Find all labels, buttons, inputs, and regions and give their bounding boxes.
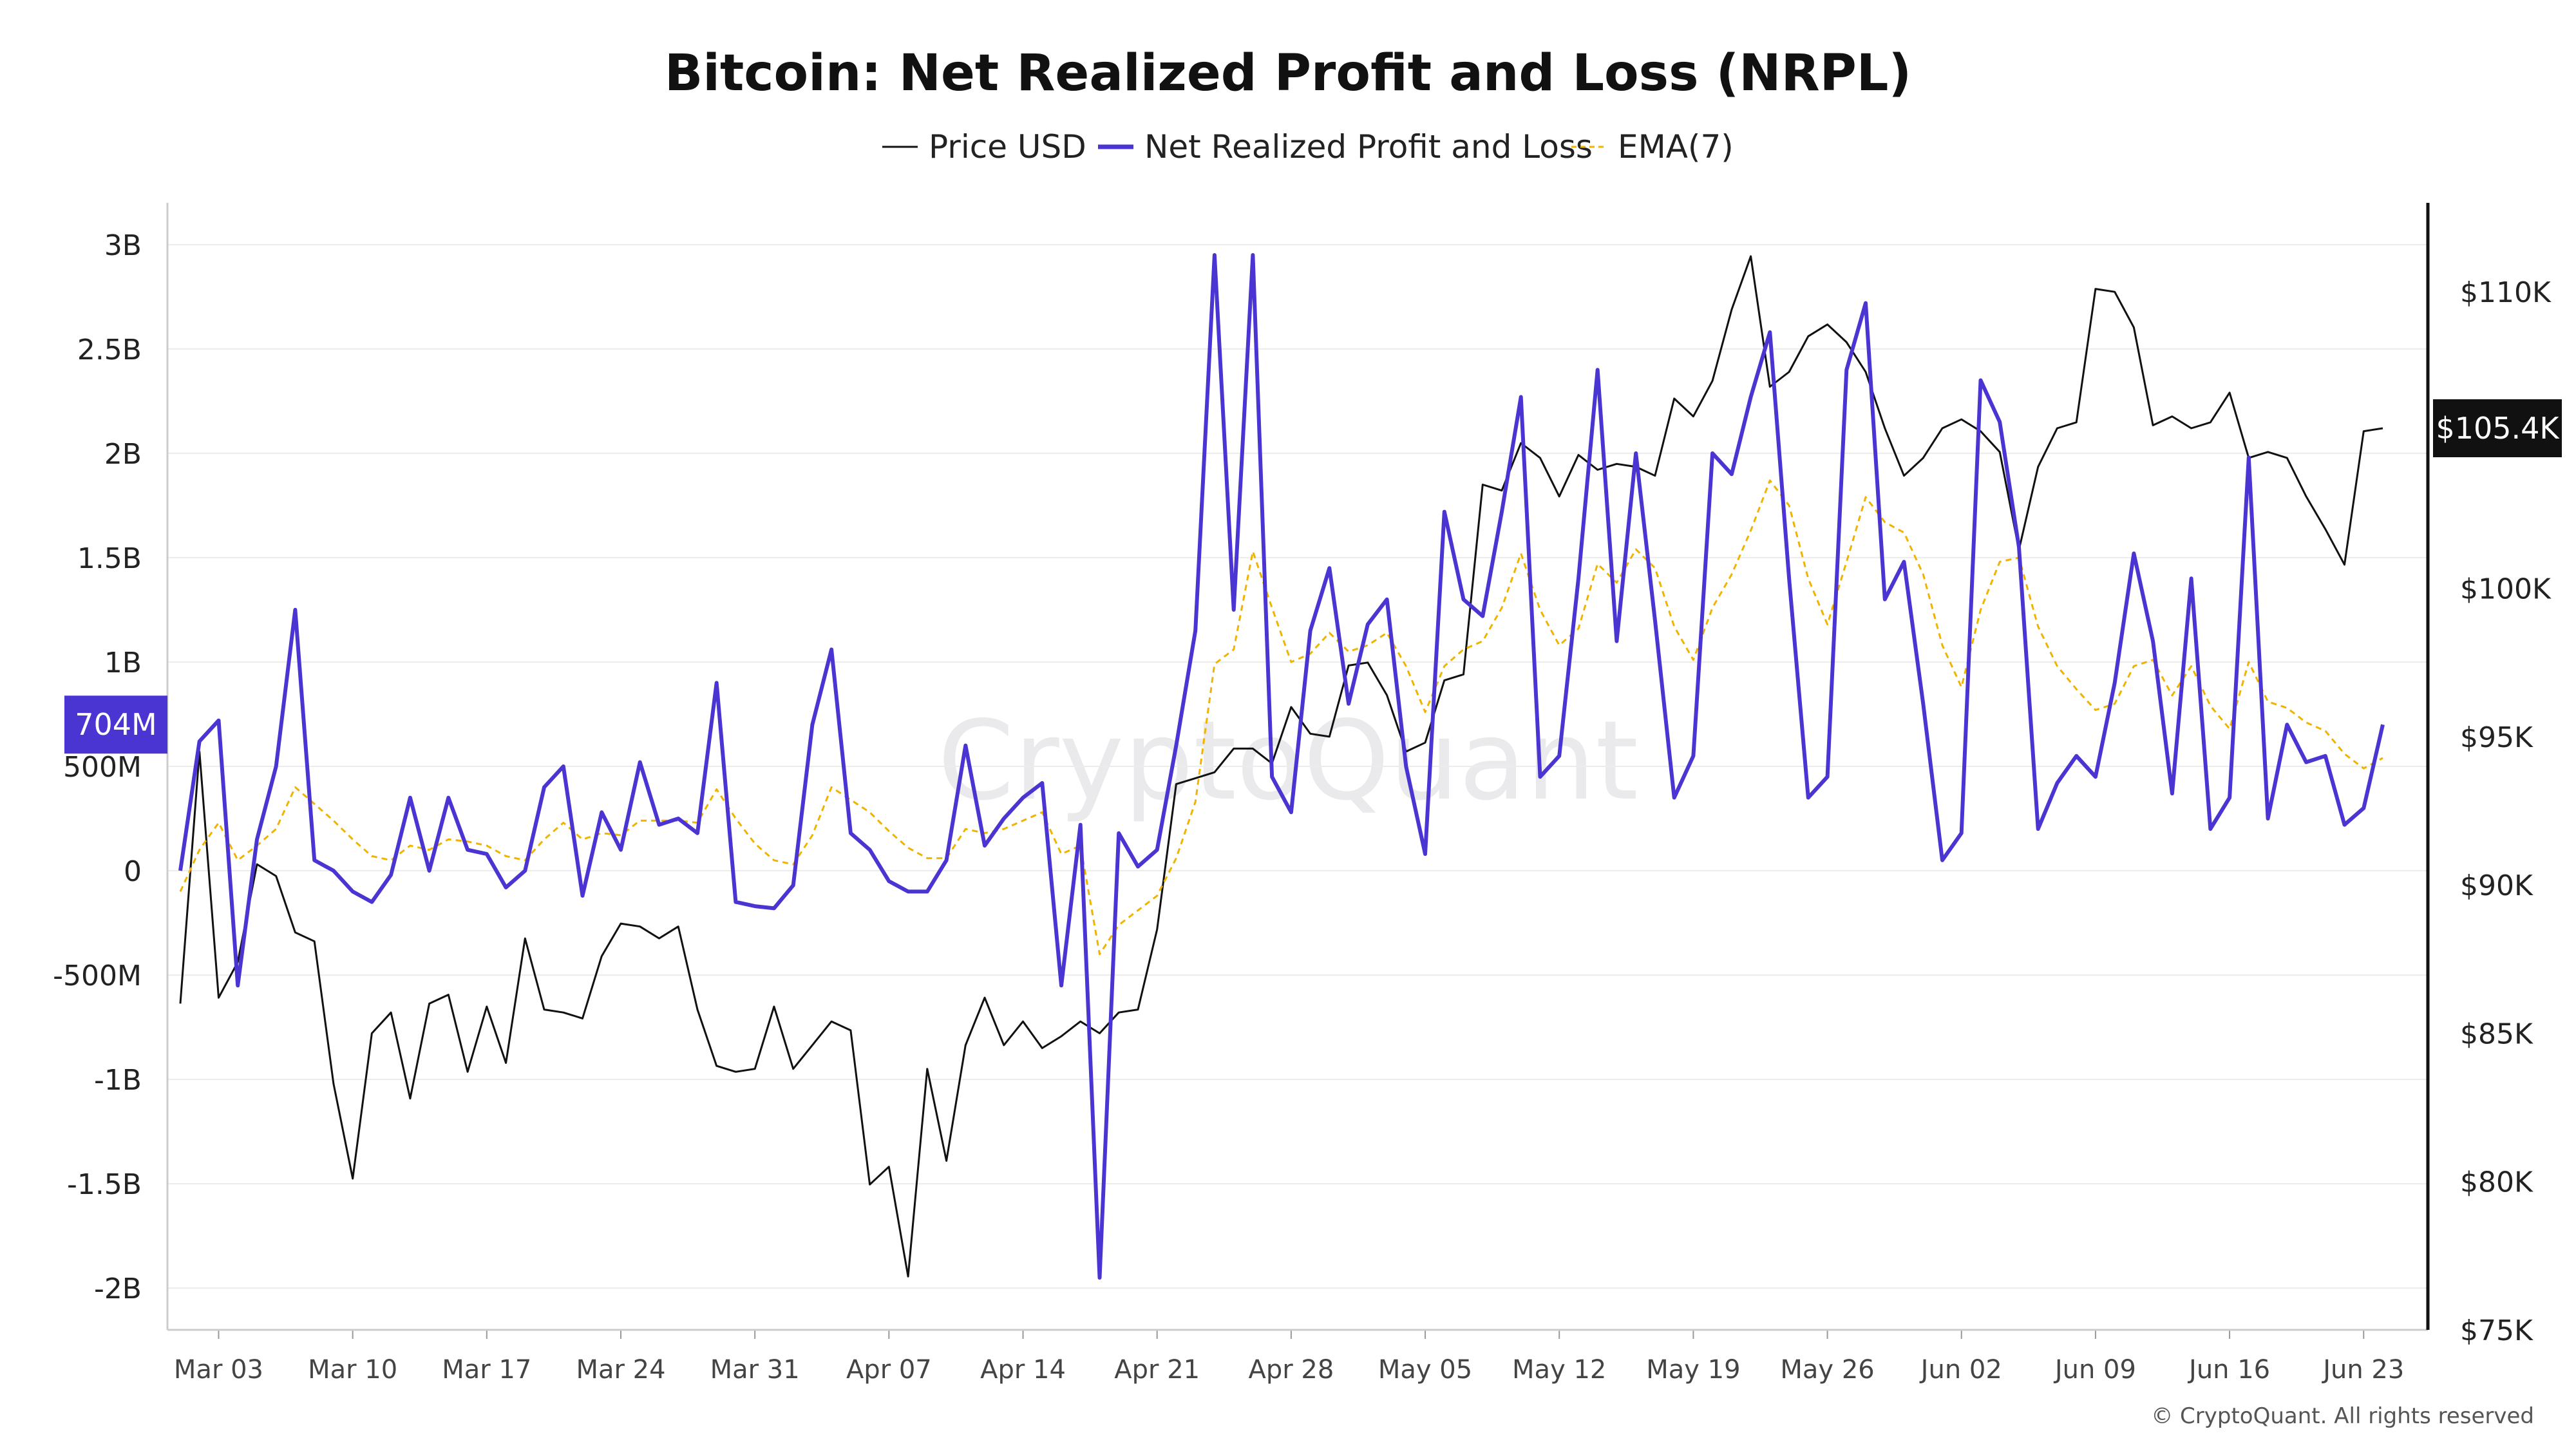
x-tick-label: Jun 09 [2053, 1355, 2136, 1385]
series-line-net-realized-profit-and-loss [178, 253, 2385, 1280]
x-tick-label: Mar 10 [308, 1355, 397, 1385]
left-tick-label: 0 [124, 855, 142, 888]
x-tick-label: Mar 03 [174, 1355, 263, 1385]
x-tick-label: Apr 07 [846, 1355, 932, 1385]
x-tick-label: May 12 [1512, 1355, 1606, 1385]
x-tick-label: Jun 02 [1919, 1355, 2002, 1385]
left-tick-label: -1B [94, 1064, 142, 1097]
left-tick-label: 1B [104, 647, 142, 679]
x-tick-label: Mar 31 [710, 1355, 800, 1385]
copyright-notice: © CryptoQuant. All rights reserved [2151, 1403, 2534, 1429]
series-ema-7 [179, 479, 2383, 956]
left-tick-label: 1.5B [77, 542, 142, 575]
right-tick-label: $80K [2460, 1166, 2533, 1199]
last-value-tags: 704M $105.4K [64, 399, 2562, 754]
left-tick-label: 500M [63, 751, 142, 784]
price-last-value-text: $105.4K [2436, 411, 2560, 446]
right-tick-label: $110K [2460, 276, 2552, 309]
x-tick-label: May 19 [1646, 1355, 1740, 1385]
chart-title: Bitcoin: Net Realized Profit and Loss (N… [665, 44, 1911, 102]
x-tick-label: Apr 28 [1248, 1355, 1334, 1385]
x-tick-label: Mar 24 [576, 1355, 665, 1385]
legend: Price USD Net Realized Profit and Loss EMA… [882, 128, 1734, 166]
gridlines [167, 243, 2428, 1289]
x-tick-label: Apr 14 [980, 1355, 1066, 1385]
nrpl-last-value-text: 704M [75, 707, 157, 742]
series-layer [178, 253, 2385, 1280]
x-tick-label: Mar 17 [442, 1355, 531, 1385]
left-tick-label: -1.5B [67, 1168, 142, 1201]
right-tick-label: $95K [2460, 721, 2533, 754]
left-tick-label: -2B [94, 1273, 142, 1305]
left-tick-label: 2.5B [77, 334, 142, 366]
series-net-realized-profit-and-loss [178, 253, 2385, 1280]
legend-label-1: Net Realized Profit and Loss [1144, 128, 1593, 166]
x-tick-label: May 26 [1780, 1355, 1874, 1385]
right-axis-ticks: $75K$80K$85K$90K$95K$100K$105K$110K [2460, 276, 2552, 1347]
series-line-ema-7 [179, 479, 2383, 956]
x-tick-label: Jun 16 [2187, 1355, 2270, 1385]
nrpl-last-value-tag [64, 696, 167, 754]
legend-label-2: EMA(7) [1618, 128, 1734, 166]
x-tick-label: May 05 [1378, 1355, 1472, 1385]
right-tick-label: $75K [2460, 1314, 2533, 1347]
right-tick-label: $90K [2460, 869, 2533, 902]
axes [166, 203, 2430, 1331]
left-tick-label: -500M [53, 960, 142, 992]
x-axis-ticks: Mar 03 Mar 10 Mar 17 Mar 24 Mar 31 Apr 07 Apr … [174, 1330, 2404, 1385]
x-tick-label: Apr 21 [1114, 1355, 1200, 1385]
price-last-value-tag [2433, 399, 2562, 457]
left-axis-ticks: -2B -1.5B -1B -500M 0 500M 1B 1.5B 2B 2.5B 3B [53, 229, 142, 1305]
left-tick-label: 2B [104, 438, 142, 471]
x-tick-label: Jun 23 [2321, 1355, 2404, 1385]
left-tick-label: 3B [104, 229, 142, 262]
legend-label-0: Price USD [929, 128, 1086, 166]
right-tick-label: $85K [2460, 1018, 2533, 1050]
right-tick-label: $100K [2460, 573, 2552, 606]
